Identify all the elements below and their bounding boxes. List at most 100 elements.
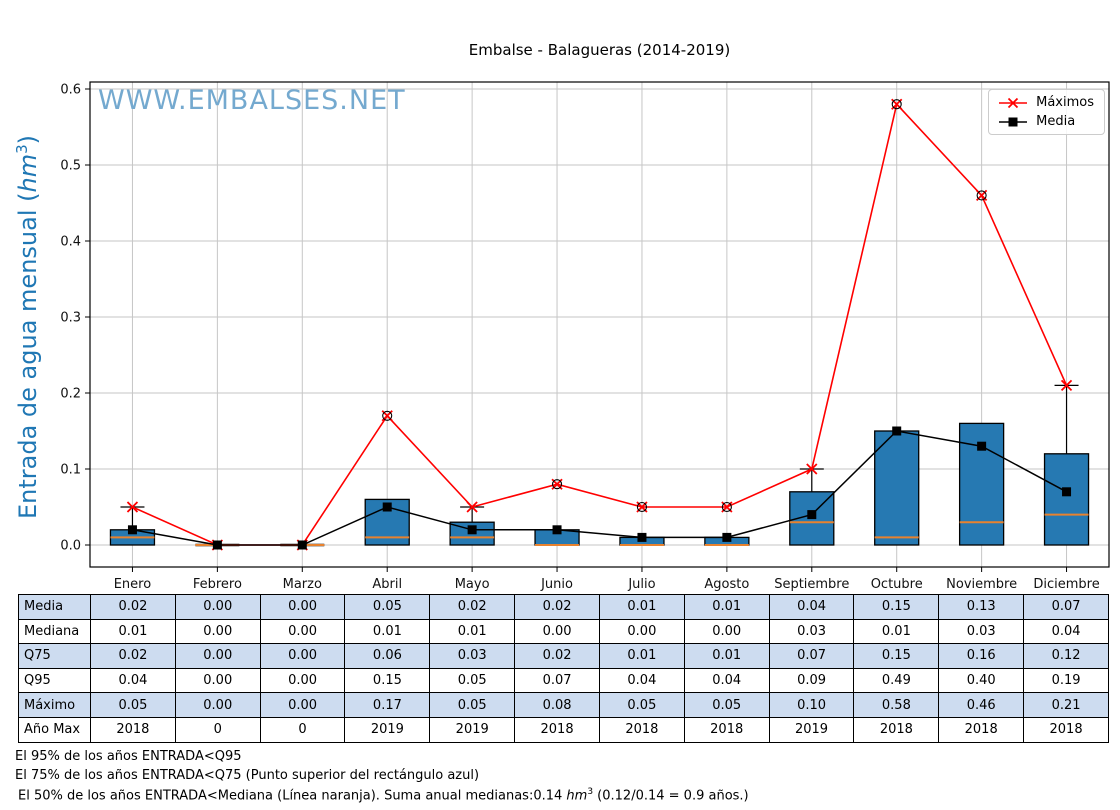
- table-row: Media 0.02 0.00 0.00 0.05 0.02 0.02 0.01 0.01 0.0…: [18, 594, 1109, 620]
- legend: Máximos Media: [988, 89, 1105, 135]
- table-cell: 0.05: [598, 692, 685, 718]
- y-axis-unit: hm: [14, 153, 42, 193]
- outlier-marker: [891, 99, 902, 110]
- y-axis-unit-exponent: 3: [13, 144, 31, 154]
- media-marker: [977, 441, 987, 451]
- table-cell: 2019: [429, 716, 516, 743]
- outlier-marker: [976, 190, 987, 201]
- table-cell: 0.01: [344, 618, 431, 645]
- y-tick-label: 0.3: [60, 311, 81, 326]
- outlier-marker: [636, 501, 648, 513]
- table-cell: 2018: [1023, 716, 1109, 743]
- maximos-marker: [126, 501, 139, 513]
- outlier-marker: [721, 501, 732, 513]
- table-row-label: Año Max: [18, 716, 91, 743]
- media-marker: [637, 532, 647, 542]
- y-axis-label-close: ): [14, 135, 42, 145]
- outlier-marker: [382, 410, 393, 421]
- media-line-icon: [999, 117, 1028, 126]
- table-cell: 0.01: [598, 643, 685, 669]
- table-cell: 0.17: [344, 692, 431, 718]
- y-axis-label-text: Entrada de agua mensual (: [14, 192, 42, 519]
- box: [1043, 453, 1090, 546]
- table-cell: 2019: [768, 716, 855, 743]
- monthly-inflow-chart: 0.0 0.1 0.2 0.3 0.4 0.5 0.6 Enero Febrero Marzo Ab…: [60, 81, 1110, 592]
- table-row: Mediana 0.01 0.00 0.00 0.01 0.01 0.00 0.00 0.00 0…: [18, 618, 1109, 645]
- media-marker: [467, 525, 477, 535]
- footnote-unit-exponent: 3: [587, 787, 594, 797]
- table-cell: 0.04: [90, 667, 176, 694]
- x-tick-label: Agosto: [704, 577, 749, 592]
- table-cell: 0.04: [683, 667, 770, 694]
- table-cell: 0.01: [683, 643, 770, 669]
- box: [958, 422, 1005, 546]
- stats-table: Media 0.02 0.00 0.00 0.05 0.02 0.02 0.01 0.01 0.0…: [18, 594, 1109, 743]
- footnote-mediana-text: El 50% de los años ENTRADA<Mediana (Líne…: [18, 788, 567, 804]
- table-row: Q75 0.02 0.00 0.00 0.06 0.03 0.02 0.01 0.01 0.07 0…: [18, 643, 1109, 669]
- media-marker: [807, 510, 817, 520]
- table-cell: 0.08: [514, 692, 600, 718]
- table-cell: 0.03: [429, 643, 516, 669]
- table-cell: 0.00: [598, 618, 685, 645]
- table-cell: 0.46: [938, 692, 1025, 718]
- table-cell: 0.05: [429, 667, 516, 694]
- table-cell: 0.02: [514, 594, 600, 620]
- x-tick-label: Enero: [114, 577, 152, 592]
- x-tick-label: Marzo: [283, 577, 322, 592]
- table-cell: 0.01: [90, 618, 176, 645]
- table-cell: 0.02: [90, 594, 176, 620]
- y-tick-label: 0.0: [60, 539, 81, 554]
- table-row-label: Mediana: [18, 618, 91, 645]
- table-cell: 0.13: [938, 594, 1025, 620]
- x-tick-label: Noviembre: [946, 577, 1017, 592]
- media-marker: [297, 540, 307, 550]
- media-marker: [382, 502, 392, 512]
- y-tick-label: 0.4: [60, 235, 81, 250]
- table-cell: 0: [174, 716, 261, 743]
- footnote-q95: El 95% de los años ENTRADA<Q95: [15, 749, 242, 764]
- media-marker: [892, 426, 902, 436]
- table-cell: 0.21: [1023, 692, 1109, 718]
- x-tick-label: Mayo: [455, 577, 490, 592]
- table-row: Año Max 2018 0 0 2019 2019 2018 2018 2018 2019 201…: [18, 716, 1109, 743]
- y-tick-label: 0.1: [60, 463, 81, 478]
- table-cell: 0.04: [1023, 618, 1109, 645]
- table-cell: 0.05: [683, 692, 770, 718]
- table-cell: 0.00: [259, 594, 346, 620]
- table-row: Máximo 0.05 0.00 0.00 0.17 0.05 0.08 0.05 0.05 0.…: [18, 692, 1109, 718]
- table-cell: 2018: [938, 716, 1025, 743]
- table-cell: 0.05: [429, 692, 516, 718]
- outlier-marker: [551, 479, 563, 490]
- table-cell: 2018: [514, 716, 600, 743]
- table-cell: 2018: [853, 716, 940, 743]
- maximos-marker: [466, 501, 478, 513]
- table-cell: 0.16: [938, 643, 1025, 669]
- footnote-unit: hm: [566, 788, 588, 804]
- chart-title: Embalse - Balagueras (2014-2019): [468, 41, 731, 59]
- table-cell: 2019: [344, 716, 431, 743]
- table-cell: 0.15: [853, 643, 940, 669]
- maximos-line-icon: [999, 97, 1028, 108]
- box: [874, 430, 920, 546]
- table-cell: 0.15: [344, 667, 431, 694]
- table-cell: 0.01: [429, 618, 516, 645]
- legend-item-media: Media: [998, 114, 1094, 129]
- media-line: [132, 430, 1067, 546]
- table-cell: 0: [259, 716, 346, 743]
- table-cell: 0.07: [514, 667, 600, 694]
- table-row: Q95 0.04 0.00 0.00 0.15 0.05 0.07 0.04 0.04 0.09 0…: [18, 667, 1109, 694]
- media-marker: [552, 525, 562, 535]
- table-cell: 0.00: [259, 643, 346, 669]
- legend-label-maximos: Máximos: [1036, 95, 1094, 110]
- x-tick-label: Septiembre: [774, 577, 849, 592]
- maximos-marker: [1060, 379, 1073, 392]
- table-cell: 0.00: [174, 618, 261, 645]
- table-cell: 0.09: [768, 667, 855, 694]
- watermark: WWW.EMBALSES.NET: [98, 85, 406, 116]
- table-cell: 0.00: [259, 667, 346, 694]
- table-cell: 0.40: [938, 667, 1025, 694]
- x-tick-label: Julio: [627, 577, 655, 592]
- media-marker: [212, 540, 222, 550]
- table-cell: 0.02: [429, 594, 516, 620]
